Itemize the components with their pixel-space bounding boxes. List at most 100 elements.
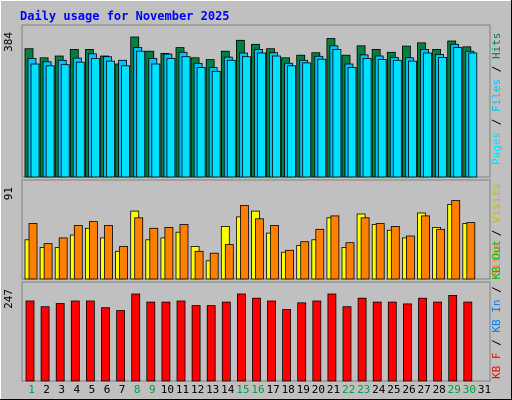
bar-pages-day-21 <box>332 49 342 178</box>
bar-pages-day-29 <box>453 47 463 178</box>
xtick-label-23: 23 <box>357 383 370 396</box>
xtick-label-30: 30 <box>463 383 476 396</box>
bar-kb-f-day-24 <box>372 301 382 382</box>
xtick-label-12: 12 <box>191 383 204 396</box>
bar-pages-day-27 <box>423 52 432 178</box>
xtick-label-20: 20 <box>312 383 325 396</box>
bar-kb-f-day-22 <box>342 306 352 382</box>
bar-kb-f-day-19 <box>297 302 307 382</box>
bar-pages-day-26 <box>407 60 417 178</box>
bar-sites-day-15 <box>239 204 249 280</box>
bar-pages-day-5 <box>91 58 100 178</box>
bar-pages-day-12 <box>196 67 206 178</box>
xtick-label-27: 27 <box>417 383 430 396</box>
xtick-label-1: 1 <box>28 383 35 396</box>
legend-hits-panel: Pages / Files / Hits <box>490 33 503 166</box>
bar-kb-f-day-6 <box>101 307 110 382</box>
legend-sep-3: / <box>490 223 503 243</box>
bar-kb-f-day-15 <box>236 293 246 382</box>
bar-sites-day-20 <box>315 228 325 280</box>
xtick-label-9: 9 <box>149 383 156 396</box>
bar-sites-day-3 <box>58 237 68 280</box>
bar-pages-day-13 <box>211 70 221 178</box>
xtick-label-17: 17 <box>266 383 279 396</box>
xtick-label-22: 22 <box>342 383 355 396</box>
legend-visits-panel: Sites / Visits <box>490 183 503 276</box>
xtick-label-13: 13 <box>206 383 219 396</box>
legend-visits: Visits <box>490 183 503 223</box>
xtick-label-24: 24 <box>372 383 386 396</box>
bar-sites-day-9 <box>149 227 159 280</box>
bar-pages-day-1 <box>30 63 40 178</box>
bar-sites-day-7 <box>119 246 128 280</box>
bar-kb-f-day-26 <box>402 303 412 382</box>
bar-kb-f-day-1 <box>25 300 35 382</box>
legend-hits: Hits <box>490 33 503 60</box>
xtick-label-7: 7 <box>119 383 126 396</box>
bar-pages-day-24 <box>377 59 387 178</box>
ytick-hits: 384 <box>2 32 15 52</box>
xtick-label-29: 29 <box>448 383 461 396</box>
legend-kb-f: KB F <box>490 353 503 380</box>
bar-sites-day-18 <box>285 249 295 280</box>
legend-kb-out: KB Out <box>490 240 503 280</box>
bar-pages-day-11 <box>181 56 191 178</box>
bars-layer <box>24 36 478 382</box>
xtick-label-3: 3 <box>58 383 65 396</box>
legend-sep-4: / <box>490 333 503 353</box>
xtick-label-11: 11 <box>176 383 189 396</box>
bar-pages-day-7 <box>121 65 130 178</box>
bar-pages-day-8 <box>136 50 146 178</box>
chart-title: Daily usage for November 2025 <box>20 9 230 23</box>
legend-kbytes-panel: KB F / KB In / KB Out <box>490 240 503 379</box>
bar-kb-f-day-30 <box>463 301 473 382</box>
legend-pages: Pages <box>490 132 503 165</box>
bar-kb-f-day-9 <box>146 301 156 382</box>
bar-sites-day-22 <box>345 242 355 280</box>
bar-kb-f-day-5 <box>86 300 95 382</box>
bar-kb-f-day-20 <box>312 300 322 382</box>
x-axis-labels: 1 2 3 4 5 6 7 8 9 10 11 12 13 14 15 16 17 18 19 20 21 22 23 24 2… <box>28 383 491 396</box>
bar-kb-f-day-29 <box>448 294 458 382</box>
bar-kb-f-day-18 <box>282 309 292 382</box>
bar-sites-day-6 <box>104 225 113 280</box>
bar-kb-f-day-27 <box>418 297 427 382</box>
bar-sites-day-21 <box>330 215 340 280</box>
bar-sites-day-17 <box>270 225 279 280</box>
bar-pages-day-25 <box>392 59 402 178</box>
bar-sites-day-11 <box>179 224 189 280</box>
bar-kb-f-day-12 <box>191 305 201 382</box>
bar-pages-day-6 <box>106 60 115 178</box>
bar-sites-day-28 <box>436 228 446 280</box>
bar-kb-f-day-4 <box>70 300 80 382</box>
bar-sites-day-12 <box>194 250 204 280</box>
svg-text:Pages / Files / Hits: Pages / Files / Hits <box>490 33 503 166</box>
bar-pages-day-2 <box>45 65 55 178</box>
bar-kb-f-day-17 <box>267 300 276 382</box>
xtick-label-19: 19 <box>297 383 310 396</box>
bar-pages-day-28 <box>438 57 448 178</box>
bar-sites-day-14 <box>224 244 234 280</box>
bar-sites-day-19 <box>300 241 310 280</box>
bar-pages-day-18 <box>287 65 297 178</box>
ytick-visits: 91 <box>2 187 15 200</box>
xtick-label-8: 8 <box>134 383 141 396</box>
bar-sites-day-2 <box>43 243 53 280</box>
bar-pages-day-23 <box>362 58 372 178</box>
ytick-kbytes: 247 <box>2 289 15 309</box>
bar-sites-day-4 <box>73 225 83 280</box>
xtick-label-15: 15 <box>236 383 249 396</box>
legend-sep-1: / <box>490 112 503 132</box>
xtick-label-16: 16 <box>251 383 264 396</box>
bar-kb-f-day-8 <box>131 293 141 382</box>
bar-kb-f-day-10 <box>161 301 171 382</box>
xtick-label-25: 25 <box>387 383 400 396</box>
xtick-label-4: 4 <box>73 383 80 396</box>
bar-kb-f-day-28 <box>433 301 443 382</box>
bar-sites-day-27 <box>421 215 430 280</box>
bar-sites-day-30 <box>466 222 476 280</box>
xtick-label-18: 18 <box>282 383 295 396</box>
bar-pages-day-4 <box>75 61 85 178</box>
bar-pages-day-3 <box>60 64 70 178</box>
